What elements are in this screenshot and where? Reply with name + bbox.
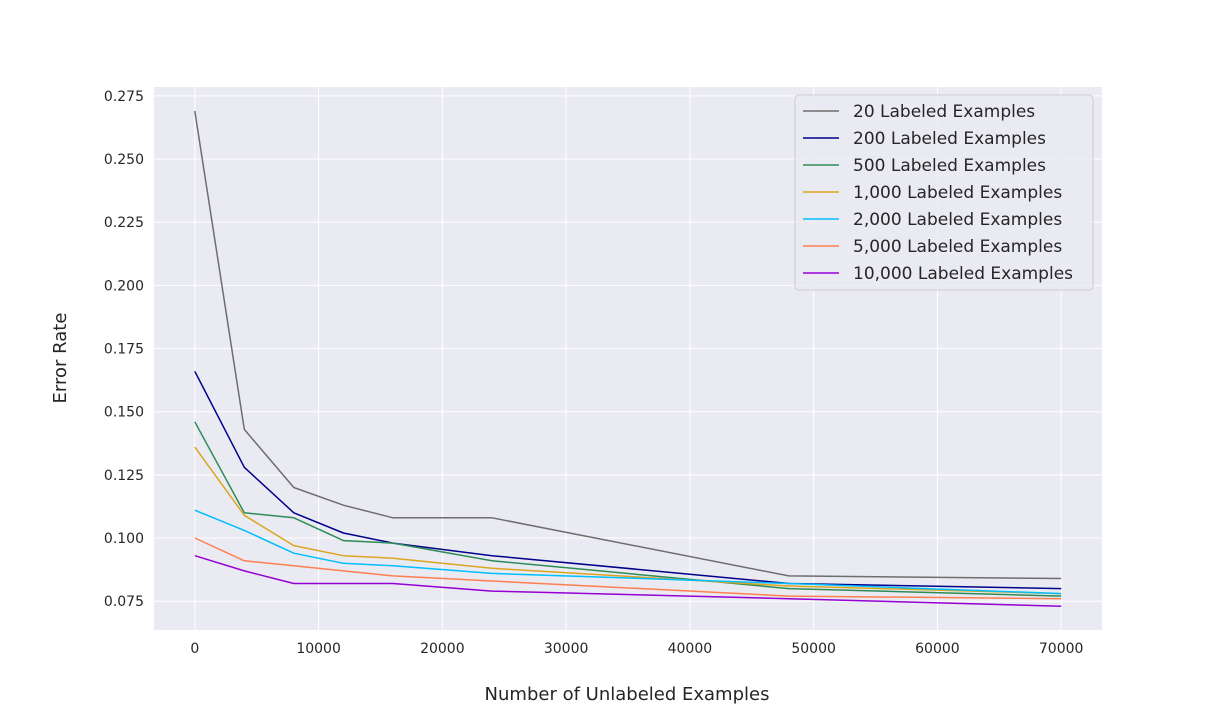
y-tick-label: 0.250	[104, 152, 144, 168]
y-tick-labels: 0.075 0.100 0.125 0.150 0.175 0.200 0.225 0.250…	[104, 89, 144, 610]
x-tick-label: 50000	[791, 641, 836, 657]
y-axis-label: Error Rate	[50, 313, 71, 404]
x-tick-label: 30000	[544, 641, 589, 657]
series-line-7	[194, 554, 1062, 607]
x-tick-label: 60000	[915, 641, 960, 657]
legend-label: 10,000 Labeled Examples	[853, 264, 1073, 284]
y-tick-label: 0.100	[104, 531, 144, 547]
series-line-6	[194, 537, 1062, 600]
series-line-5	[194, 509, 1062, 595]
series-line-4	[194, 446, 1062, 595]
legend-label: 5,000 Labeled Examples	[853, 237, 1062, 257]
legend-label: 200 Labeled Examples	[853, 129, 1046, 149]
y-tick-label: 0.175	[104, 342, 144, 358]
y-tick-label: 0.150	[104, 405, 144, 421]
y-tick-label: 0.125	[104, 468, 144, 484]
legend-label: 20 Labeled Examples	[853, 102, 1035, 122]
x-tick-labels: 0 10000 20000 30000 40000 50000 60000 70000	[190, 641, 1083, 657]
legend-label: 2,000 Labeled Examples	[853, 210, 1062, 230]
series-lines	[194, 110, 1062, 607]
legend-label: 1,000 Labeled Examples	[853, 183, 1062, 203]
x-axis-label: Number of Unlabeled Examples	[485, 684, 770, 705]
x-tick-label: 10000	[296, 641, 341, 657]
x-tick-label: 40000	[668, 641, 713, 657]
x-tick-label: 70000	[1039, 641, 1084, 657]
y-tick-label: 0.200	[104, 278, 144, 294]
series-line-3	[194, 421, 1062, 597]
y-tick-label: 0.225	[104, 215, 144, 231]
x-tick-label: 0	[190, 641, 199, 657]
y-tick-label: 0.075	[104, 594, 144, 610]
legend-box	[794, 94, 1094, 291]
x-tick-label: 20000	[420, 641, 465, 657]
series-line-1	[194, 110, 1062, 580]
legend-label: 500 Labeled Examples	[853, 156, 1046, 176]
y-tick-label: 0.275	[104, 89, 144, 105]
legend: 20 Labeled Examples 200 Labeled Examples 5…	[794, 94, 1094, 291]
series-line-2	[194, 370, 1062, 590]
